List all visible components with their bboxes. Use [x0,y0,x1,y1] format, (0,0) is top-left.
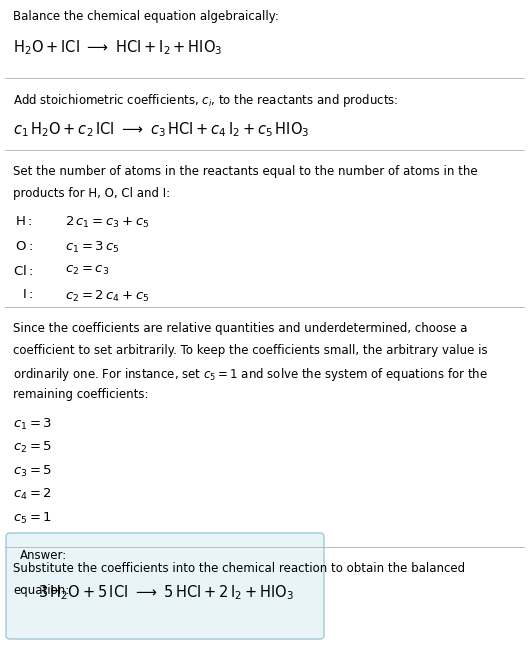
Text: $\mathrm{H:}$: $\mathrm{H:}$ [15,215,32,228]
Text: $\mathrm{Cl:}$: $\mathrm{Cl:}$ [13,264,33,278]
Text: Set the number of atoms in the reactants equal to the number of atoms in the: Set the number of atoms in the reactants… [13,165,478,178]
Text: $c_2 = c_3$: $c_2 = c_3$ [65,264,109,277]
Text: products for H, O, Cl and I:: products for H, O, Cl and I: [13,187,170,200]
Text: ordinarily one. For instance, set $c_5 = 1$ and solve the system of equations fo: ordinarily one. For instance, set $c_5 =… [13,366,488,383]
Text: $c_1 = 3$: $c_1 = 3$ [13,417,52,432]
Text: $c_1 = 3\,c_5$: $c_1 = 3\,c_5$ [65,239,120,255]
Text: Since the coefficients are relative quantities and underdetermined, choose a: Since the coefficients are relative quan… [13,322,468,335]
Text: $2\,c_1 = c_3 + c_5$: $2\,c_1 = c_3 + c_5$ [65,215,150,230]
Text: $c_2 = 2\,c_4 + c_5$: $c_2 = 2\,c_4 + c_5$ [65,289,150,303]
Text: $c_2 = 5$: $c_2 = 5$ [13,440,52,455]
Text: Balance the chemical equation algebraically:: Balance the chemical equation algebraica… [13,10,279,23]
Text: coefficient to set arbitrarily. To keep the coefficients small, the arbitrary va: coefficient to set arbitrarily. To keep … [13,344,488,357]
Text: $c_5 = 1$: $c_5 = 1$ [13,510,52,525]
Text: Add stoichiometric coefficients, $c_i$, to the reactants and products:: Add stoichiometric coefficients, $c_i$, … [13,92,398,109]
Text: $\mathrm{I:}$: $\mathrm{I:}$ [22,289,33,302]
Text: $c_4 = 2$: $c_4 = 2$ [13,487,52,502]
Text: $\mathrm{3\,H_2O + 5\,ICl\ \longrightarrow\ 5\,HCl + 2\,I_2 + HIO_3}$: $\mathrm{3\,H_2O + 5\,ICl\ \longrightarr… [38,583,294,602]
Text: remaining coefficients:: remaining coefficients: [13,388,149,401]
Text: Substitute the coefficients into the chemical reaction to obtain the balanced: Substitute the coefficients into the che… [13,562,465,575]
Text: $c_3 = 5$: $c_3 = 5$ [13,463,52,479]
Text: Answer:: Answer: [20,549,67,562]
FancyBboxPatch shape [6,533,324,639]
Text: $\mathrm{O:}$: $\mathrm{O:}$ [15,239,33,252]
Text: equation:: equation: [13,584,69,597]
Text: $\mathrm{H_2O + ICl\ \longrightarrow\ HCl + I_2 + HIO_3}$: $\mathrm{H_2O + ICl\ \longrightarrow\ HC… [13,38,223,57]
Text: $c_1\,\mathrm{H_2O} + c_2\,\mathrm{ICl}\ \longrightarrow\ c_3\,\mathrm{HCl} + c_: $c_1\,\mathrm{H_2O} + c_2\,\mathrm{ICl}\… [13,120,309,138]
